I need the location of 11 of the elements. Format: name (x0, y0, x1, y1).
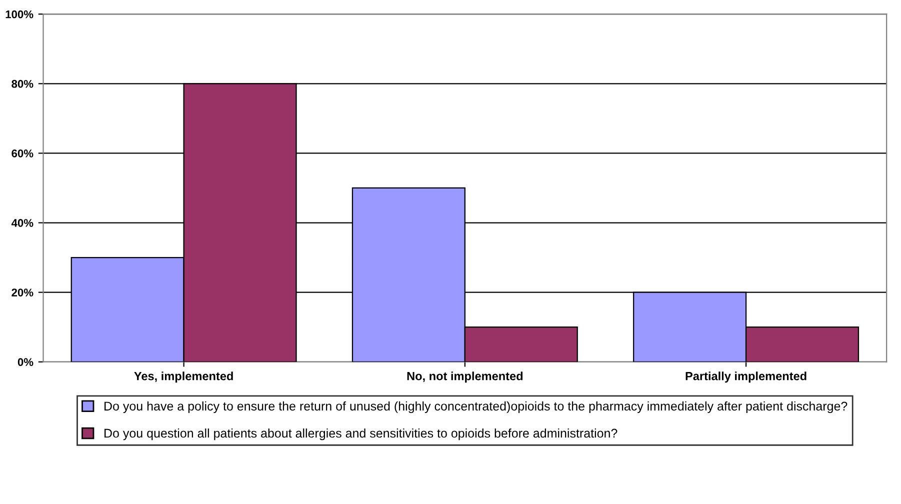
y-tick-label: 100% (6, 10, 34, 18)
y-tick-label: 20% (12, 288, 34, 296)
y-tick-label: 60% (12, 149, 34, 158)
legend-label: Do you have a policy to ensure the return of unused (highly concentrated)opioids to the pharmacy immediately after patient discharge? (104, 401, 848, 414)
legend-label: Do you question all patients about allergies and sensitivities to opioids before administration? (104, 428, 618, 440)
y-tick-label: 80% (12, 80, 34, 88)
x-tick-label: No, not implemented (407, 372, 523, 383)
x-tick-label: Yes, implemented (134, 372, 233, 383)
y-tick-label: 40% (11, 219, 34, 227)
x-tick-label: Partially implemented (686, 372, 806, 383)
y-tick-label: 0% (18, 358, 34, 366)
